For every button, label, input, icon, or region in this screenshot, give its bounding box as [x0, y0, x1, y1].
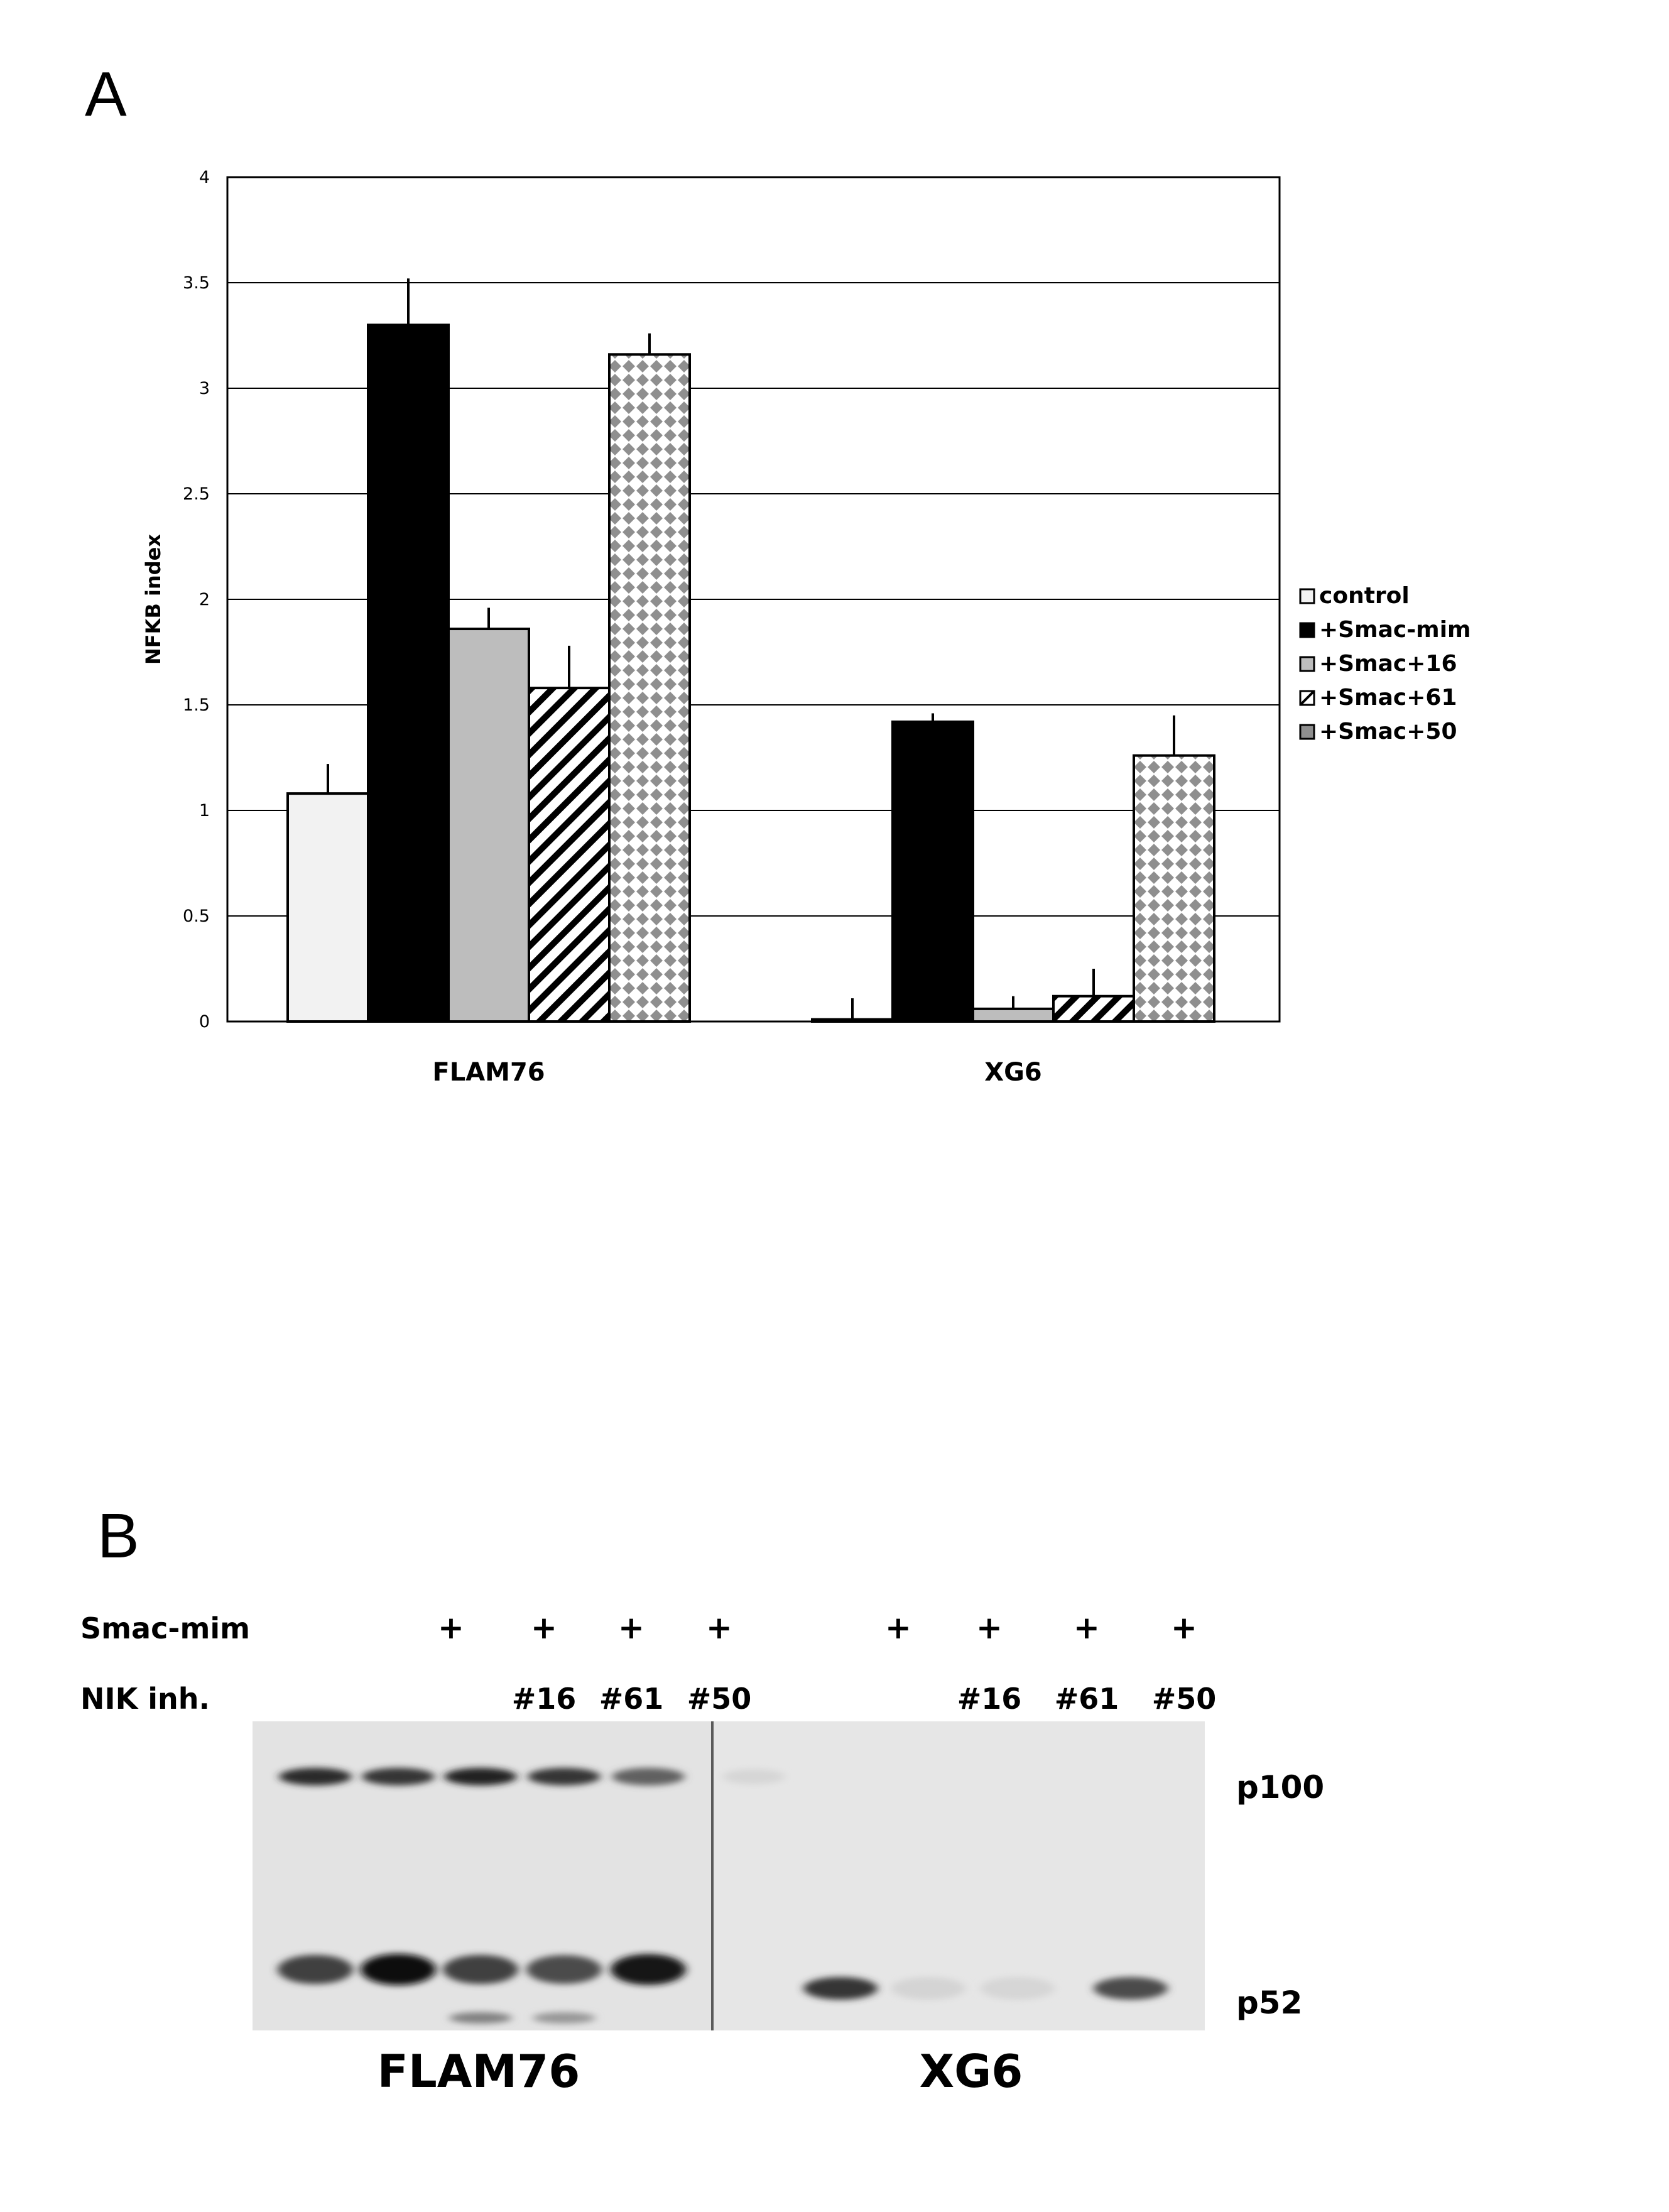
smac-mim-mark: +	[706, 1610, 732, 1646]
panel-b-label: B	[97, 1501, 139, 1571]
nik-inhibitor-mark: #61	[599, 1682, 664, 1716]
bar-chart: 0 0.5 1 1.5 2 2.5 3 3.5 4 FLAM76 XG6 NFKB index c…	[141, 168, 1471, 1087]
error-bars	[327, 278, 1175, 1020]
x-category-label: FLAM76	[432, 1058, 545, 1087]
band	[362, 1768, 435, 1785]
legend-label: +Smac+61	[1319, 685, 1457, 711]
y-tick-label: 2	[199, 590, 210, 609]
legend-item: +Smac+50	[1299, 719, 1457, 744]
band	[528, 1768, 601, 1785]
band	[612, 1768, 685, 1785]
legend-item: control	[1299, 583, 1410, 609]
nik-inhibitor-marks: #16 #61 #50 #16 #61 #50	[512, 1682, 1217, 1716]
band	[981, 1977, 1055, 2000]
legend-swatch-hatch	[1299, 690, 1315, 706]
y-axis-label: NFKB index	[141, 534, 165, 665]
band	[611, 1954, 686, 1985]
band	[526, 1955, 602, 1984]
bars	[286, 324, 1215, 1023]
legend: control +Smac-mim +Smac+16 +Smac+61 +Smac+50	[1299, 583, 1471, 744]
panel-a-label: A	[85, 59, 127, 129]
x-category-labels: FLAM76 XG6	[432, 1058, 1041, 1087]
p100-band-label: p100	[1236, 1769, 1324, 1806]
band	[803, 1977, 878, 2000]
smac-mim-marks: + + + + + + + +	[438, 1610, 1197, 1646]
y-tick-label: 3	[199, 379, 210, 398]
nik-inhibitor-mark: #50	[1152, 1682, 1217, 1716]
smac-mim-mark: +	[618, 1610, 644, 1646]
legend-label: +Smac+50	[1319, 719, 1457, 744]
y-tick-label: 1.5	[183, 695, 210, 715]
band	[444, 1768, 517, 1785]
smac-mim-mark: +	[885, 1610, 911, 1646]
blot-cell-line-xg6: XG6	[920, 2045, 1023, 2098]
axes	[226, 176, 1281, 1023]
nik-inhibitor-mark: #16	[957, 1682, 1022, 1716]
blot-row-labels: Smac-mim NIK inh.	[80, 1611, 250, 1716]
nik-inh-row-label: NIK inh.	[80, 1682, 210, 1716]
legend-label: control	[1319, 583, 1410, 609]
x-category-label: XG6	[984, 1058, 1042, 1087]
legend-label: +Smac-mim	[1319, 617, 1471, 643]
band	[278, 1954, 353, 1985]
y-tick-label: 4	[199, 168, 210, 187]
legend-item: +Smac+16	[1299, 651, 1457, 677]
plot-frame	[226, 176, 1281, 1023]
band	[533, 2012, 595, 2024]
band	[443, 1954, 518, 1985]
y-tick-label: 0	[199, 1012, 210, 1032]
smac-mim-mark: +	[1074, 1610, 1100, 1646]
band	[361, 1954, 436, 1985]
y-tick-label: 0.5	[183, 907, 210, 926]
legend-swatch	[1299, 588, 1315, 604]
nik-inhibitor-mark: #61	[1055, 1682, 1119, 1716]
band	[279, 1768, 352, 1785]
band	[1094, 1977, 1168, 2000]
smac-mim-mark: +	[438, 1610, 464, 1646]
y-tick-label: 2.5	[183, 484, 210, 504]
band	[722, 1769, 785, 1784]
legend-swatch	[1299, 724, 1315, 740]
legend-item: +Smac+61	[1299, 685, 1457, 711]
legend-item: +Smac-mim	[1299, 617, 1471, 643]
smac-mim-mark: +	[976, 1610, 1003, 1646]
y-tick-label: 3.5	[183, 273, 210, 293]
smac-mim-row-label: Smac-mim	[80, 1611, 250, 1645]
legend-swatch	[1299, 622, 1315, 638]
nik-inhibitor-mark: #50	[687, 1682, 752, 1716]
legend-label: +Smac+16	[1319, 651, 1457, 677]
p52-band-label: p52	[1236, 1985, 1302, 2021]
legend-swatch	[1299, 656, 1315, 672]
blot-cell-line-flam76: FLAM76	[378, 2045, 580, 2098]
smac-mim-mark: +	[1171, 1610, 1197, 1646]
smac-mim-mark: +	[531, 1610, 557, 1646]
blot-image	[253, 1721, 1205, 2030]
nik-inhibitor-mark: #16	[512, 1682, 577, 1716]
bands	[278, 1768, 1168, 2024]
y-tick-labels: 0 0.5 1 1.5 2 2.5 3 3.5 4	[183, 168, 210, 1032]
y-tick-label: 1	[199, 801, 210, 820]
bar-flam76-1	[286, 792, 369, 1023]
band	[449, 2012, 512, 2024]
bar-xg6-2	[891, 720, 974, 1023]
bar-xg6-5	[1133, 754, 1215, 1023]
band	[891, 1977, 965, 2000]
